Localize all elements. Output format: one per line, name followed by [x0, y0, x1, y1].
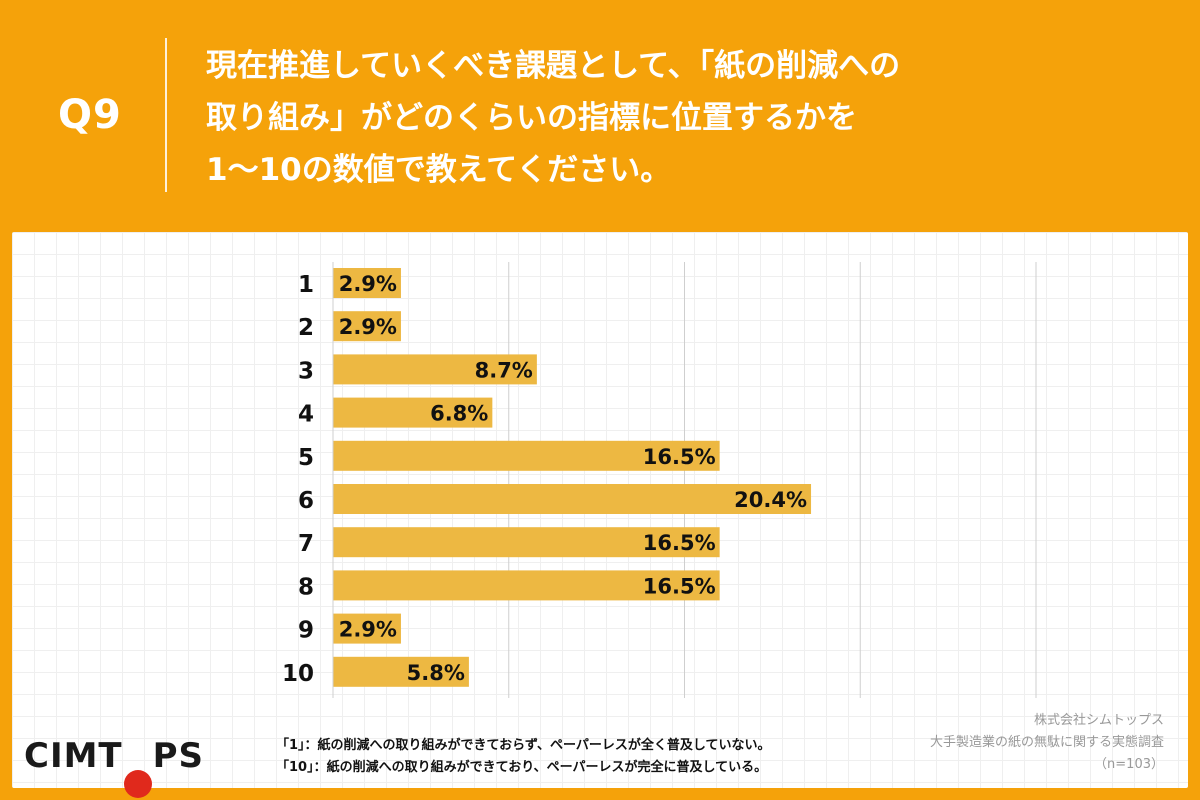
note-scale-1: 「1」：紙の削減への取り組みができておらず、ペーパーレスが全く普及していない。 [276, 738, 771, 753]
source-info: 株式会社シムトップス 大手製造業の紙の無駄に関する実態調査 （n=103） [930, 710, 1164, 776]
header-divider [165, 38, 167, 192]
bar [333, 570, 720, 601]
category-label: 5 [298, 445, 314, 471]
bar-chart: 1 2.9% 2 2.9% 3 8.7% 4 6.8% 5 16.5% 6 20.4% 7 16.5% 8 1… [282, 262, 1037, 698]
category-label: 10 [282, 661, 314, 687]
bar [333, 354, 537, 385]
data-label: 8.7% [475, 358, 533, 382]
data-label: 20.4% [734, 488, 807, 512]
data-label: 2.9% [339, 315, 397, 339]
data-label: 2.9% [339, 618, 397, 642]
bar [333, 268, 401, 298]
source-company: 株式会社シムトップス [1033, 713, 1164, 728]
data-label: 16.5% [643, 574, 716, 598]
data-label: 16.5% [643, 445, 716, 469]
data-label: 6.8% [430, 402, 488, 426]
question-title-line-2: 取り組み」がどのくらいの指標に位置するかを [206, 100, 857, 136]
category-label: 3 [298, 358, 314, 384]
bar [333, 397, 493, 428]
category-label: 7 [298, 531, 314, 557]
data-label: 2.9% [339, 272, 397, 296]
category-label: 2 [298, 315, 314, 341]
data-label: 16.5% [643, 531, 716, 555]
logo-text-right: PS [152, 736, 205, 776]
category-label: 1 [298, 272, 314, 298]
cimtops-logo: CIMTOPS [24, 736, 204, 798]
category-label: 8 [298, 574, 314, 600]
logo-red-circle: O [123, 770, 152, 798]
sample-size: （n=103） [1094, 757, 1164, 772]
note-scale-10: 「10」：紙の削減への取り組みができており、ペーパーレスが完全に普及している。 [276, 760, 768, 775]
chart-panel: 1 2.9% 2 2.9% 3 8.7% 4 6.8% 5 16.5% 6 20.4% 7 16.5% 8 1… [12, 232, 1188, 788]
question-title-line-1: 現在推進していくべき課題として、「紙の削減への [206, 48, 901, 84]
data-label: 5.8% [407, 661, 465, 685]
question-number: Q9 [58, 92, 122, 138]
question-title-line-3: 1〜10の数値で教えてください。 [206, 152, 672, 188]
bar [333, 613, 401, 644]
bar [333, 311, 401, 342]
bar [333, 656, 469, 687]
source-survey: 大手製造業の紙の無駄に関する実態調査 [929, 735, 1164, 750]
bar [333, 440, 720, 471]
category-label: 9 [298, 618, 314, 644]
category-label: 6 [298, 488, 314, 514]
question-header: Q9 現在推進していくべき課題として、「紙の削減への 取り組み」がどのくらいの指… [0, 0, 1200, 230]
logo-text-left: CIMT [24, 736, 123, 776]
bar [333, 527, 720, 558]
category-label: 4 [298, 402, 314, 428]
bar [333, 484, 812, 514]
scale-notes: 「1」：紙の削減への取り組みができておらず、ペーパーレスが全く普及していない。 … [276, 735, 770, 779]
question-title: 現在推進していくべき課題として、「紙の削減への 取り組み」がどのくらいの指標に位… [206, 40, 1106, 196]
